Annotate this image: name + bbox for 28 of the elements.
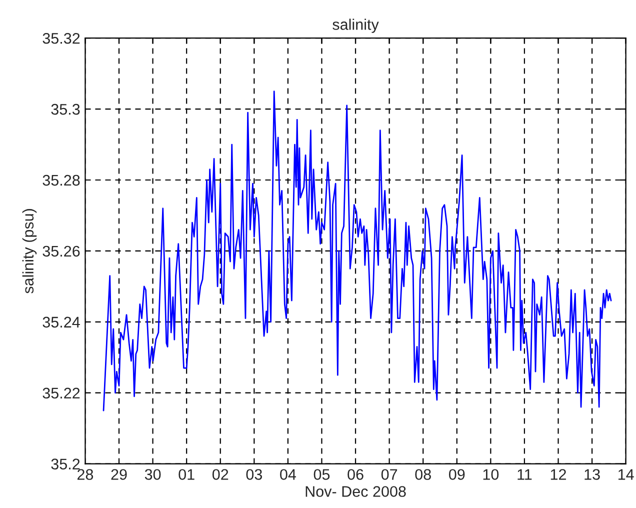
x-tick-label: 28 [77, 469, 94, 480]
y-tick-label: 35.32 [42, 32, 80, 44]
x-tick-label: 09 [448, 469, 465, 480]
chart-title: salinity [332, 18, 379, 33]
x-tick-label: 05 [314, 469, 330, 480]
y-axis-title: salinity (psu) [22, 209, 37, 294]
y-tick-label: 35.2 [51, 458, 80, 470]
x-tick-label: 01 [178, 469, 194, 480]
x-tick-label: 13 [584, 469, 600, 480]
y-tick-label: 35.26 [42, 246, 80, 257]
x-tick-label: 30 [144, 469, 161, 480]
x-axis-title: Nov- Dec 2008 [306, 486, 406, 497]
y-tick-label: 35.24 [42, 316, 80, 328]
x-tick-label: 06 [348, 469, 364, 480]
x-tick-label: 02 [212, 469, 228, 480]
x-tick-label: 14 [618, 469, 634, 480]
x-tick-label: 03 [246, 469, 262, 480]
x-tick-label: 08 [415, 469, 431, 480]
x-tick-label: 07 [381, 469, 398, 480]
line-series [102, 90, 612, 412]
y-tick-label: 35.22 [42, 388, 80, 399]
x-tick-label: 10 [483, 469, 499, 480]
y-tick-label: 35.28 [42, 174, 80, 186]
x-tick-label: 29 [111, 469, 127, 480]
y-tick-label: 35.3 [51, 104, 80, 115]
x-tick-label: 04 [280, 469, 296, 480]
x-tick-label: 11 [518, 469, 532, 480]
x-tick-label: 12 [550, 469, 566, 480]
